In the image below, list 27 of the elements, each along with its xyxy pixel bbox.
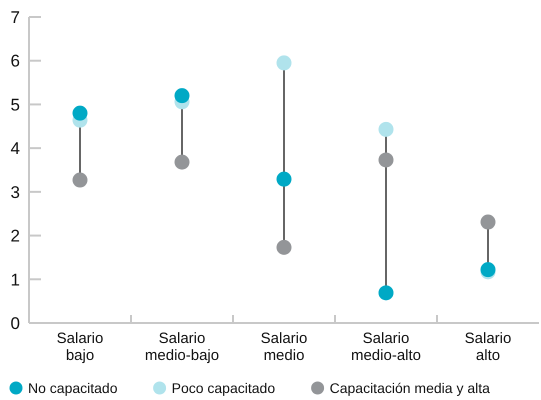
x-tick-label: Salario medio-alto bbox=[350, 330, 422, 364]
y-tick-label: 4 bbox=[10, 139, 20, 158]
x-tick-label: Salario bajo bbox=[56, 330, 104, 364]
point bbox=[276, 172, 292, 187]
point bbox=[276, 55, 292, 70]
y-tick-label: 6 bbox=[10, 52, 20, 71]
y-tick-label: 0 bbox=[10, 314, 20, 333]
point bbox=[378, 122, 394, 137]
x-tick-label: Salario medio bbox=[260, 330, 308, 364]
legend-label: Capacitación media y alta bbox=[330, 380, 490, 396]
point bbox=[72, 106, 88, 121]
y-tick-label: 3 bbox=[10, 182, 20, 202]
point bbox=[174, 154, 190, 170]
point bbox=[174, 88, 190, 104]
x-tick-label: Salario medio-bajo bbox=[144, 330, 220, 364]
point bbox=[276, 240, 292, 255]
y-tick-label: 1 bbox=[10, 270, 20, 290]
legend-label: No capacitado bbox=[28, 380, 118, 396]
y-tick-label: 7 bbox=[10, 8, 20, 27]
point bbox=[480, 214, 496, 230]
y-tick-label: 5 bbox=[10, 95, 20, 114]
x-tick-label: Salario alto bbox=[464, 330, 512, 364]
point bbox=[72, 172, 88, 188]
legend-label: Poco capacitado bbox=[172, 380, 276, 396]
point bbox=[378, 285, 394, 300]
y-tick-label: 2 bbox=[10, 226, 20, 246]
point bbox=[378, 152, 394, 168]
